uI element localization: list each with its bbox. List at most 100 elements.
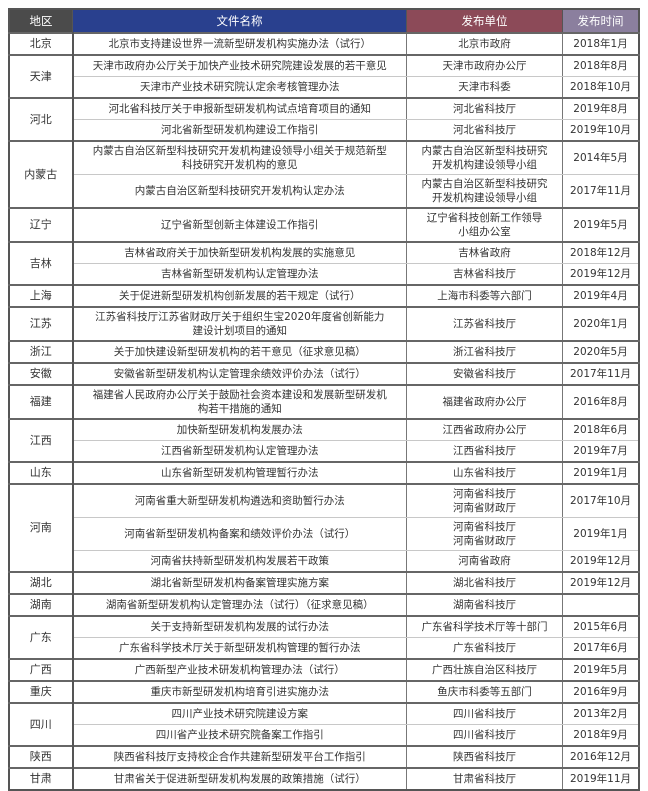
date-cell: 2019年10月	[562, 119, 640, 142]
region-cell: 湖南	[8, 593, 74, 617]
table-row: 湖南 湖南省新型研发机构认定管理办法（试行）（征求意见稿） 湖南省科技厅	[8, 593, 640, 617]
table-row: 天津市产业技术研究院认定余考核管理办法 天津市科委 2018年10月	[9, 76, 640, 99]
date-cell: 2019年1月	[562, 461, 640, 485]
table-header-row: 地区 文件名称 发布单位 发布时间	[8, 8, 640, 34]
header-issuer: 发布单位	[406, 8, 563, 34]
document-title-cell: 加快新型研发机构发展办法	[72, 418, 407, 441]
region-cell: 山东	[8, 461, 74, 485]
region-cell: 河南	[8, 483, 74, 573]
region-cell: 广西	[8, 658, 74, 682]
issuer-cell: 江西省政府办公厅	[406, 418, 563, 441]
document-title-cell: 天津市产业技术研究院认定余考核管理办法	[72, 76, 407, 99]
document-title-cell: 天津市政府办公厅关于加快产业技术研究院建设发展的若干意见	[72, 54, 407, 77]
document-title-cell: 湖北省新型研发机构备案管理实施方案	[72, 571, 407, 595]
document-title-cell: 江西省新型研发机构认定管理办法	[72, 440, 407, 463]
region-cell: 北京	[8, 32, 74, 56]
date-cell	[562, 593, 640, 617]
table-row: 浙江 关于加快建设新型研发机构的若干意见（征求意见稿） 浙江省科技厅 2020年5月	[8, 340, 640, 364]
table-row: 陕西 陕西省科技厅支持校企合作共建新型研发平台工作指引 陕西省科技厅 2016年12月	[8, 745, 640, 769]
date-cell: 2019年5月	[562, 207, 640, 243]
issuer-cell: 吉林省科技厅	[406, 263, 563, 286]
document-title-cell: 河南省新型研发机构备案和绩效评价办法（试行）	[72, 517, 407, 551]
table-row: 天津 天津市政府办公厅关于加快产业技术研究院建设发展的若干意见 天津市政府办公厅 20…	[8, 54, 640, 99]
date-cell: 2020年1月	[562, 306, 640, 342]
document-title-cell: 河北省科技厅关于申报新型研发机构试点培育项目的通知	[72, 97, 407, 120]
table-row: 上海 关于促进新型研发机构创新发展的若干规定（试行） 上海市科委等六部门 2019年4…	[8, 284, 640, 308]
table-row: 广东省科学技术厅关于新型研发机构管理的暂行办法 广东省科技厅 2017年6月	[9, 637, 640, 660]
region-cell: 重庆	[8, 680, 74, 704]
table-row: 内蒙古 内蒙古自治区新型科技研究开发机构建设领导小组关于规范新型 科技研究开发机构…	[8, 140, 640, 209]
date-cell: 2018年12月	[562, 241, 640, 264]
table-row: 江西省新型研发机构认定管理办法 江西省科技厅 2019年7月	[9, 440, 640, 463]
table-row: 广东 关于支持新型研发机构发展的试行办法 广东省科学技术厅等十部门 2015年6月	[8, 615, 640, 660]
date-cell: 2018年6月	[562, 418, 640, 441]
date-cell: 2019年12月	[562, 263, 640, 286]
table-row: 江西 加快新型研发机构发展办法 江西省政府办公厅 2018年6月	[8, 418, 640, 463]
issuer-cell: 甘肃省科技厅	[406, 767, 563, 791]
issuer-cell: 四川省科技厅	[406, 724, 563, 747]
date-cell: 2019年12月	[562, 550, 640, 573]
table-row: 河南 河南省重大新型研发机构遴选和资助暂行办法 河南省科技厅 河南省财政厅 2017年…	[8, 483, 640, 573]
region-cell: 江苏	[8, 306, 74, 342]
table-row: 河北省新型研发机构建设工作指引 河北省科技厅 2019年10月	[9, 119, 640, 142]
document-title-cell: 内蒙古自治区新型科技研究开发机构认定办法	[72, 174, 407, 209]
document-title-cell: 吉林省政府关于加快新型研发机构发展的实施意见	[72, 241, 407, 264]
region-cell: 广东	[8, 615, 74, 660]
date-cell: 2019年12月	[562, 571, 640, 595]
date-cell: 2017年10月	[562, 483, 640, 518]
region-cell: 陕西	[8, 745, 74, 769]
table-row: 山东 山东省新型研发机构管理暂行办法 山东省科技厅 2019年1月	[8, 461, 640, 485]
date-cell: 2017年11月	[562, 362, 640, 386]
document-title-cell: 四川省产业技术研究院备案工作指引	[72, 724, 407, 747]
document-title-cell: 江苏省科技厅江苏省财政厅关于组织生宝2020年度省创新能力 建设计划项目的通知	[72, 306, 407, 342]
region-cell: 四川	[8, 702, 74, 747]
date-cell: 2018年1月	[562, 32, 640, 56]
issuer-cell: 福建省政府办公厅	[406, 384, 563, 420]
table-body: 北京 北京市支持建设世界一流新型研发机构实施办法（试行） 北京市政府 2018年1月天…	[8, 32, 640, 791]
document-title-cell: 关于加快建设新型研发机构的若干意见（征求意见稿）	[72, 340, 407, 364]
date-cell: 2017年6月	[562, 637, 640, 660]
issuer-cell: 鱼庆市科委等五部门	[406, 680, 563, 704]
document-title-cell: 福建省人民政府办公厅关于鼓励社会资本建设和发展新型研发机 构若干措施的通知	[72, 384, 407, 420]
issuer-cell: 辽宁省科技创新工作领导 小组办公室	[406, 207, 563, 243]
table-row: 安徽 安徽省新型研发机构认定管理余绩效评价办法（试行） 安徽省科技厅 2017年11月	[8, 362, 640, 386]
table-row: 江苏 江苏省科技厅江苏省财政厅关于组织生宝2020年度省创新能力 建设计划项目的通…	[8, 306, 640, 342]
policy-table-container: 地区 文件名称 发布单位 发布时间 北京 北京市支持建设世界一流新型研发机构实施办…	[8, 8, 640, 791]
table-row: 辽宁 辽宁省新型创新主体建设工作指引 辽宁省科技创新工作领导 小组办公室 2019年5…	[8, 207, 640, 243]
document-title-cell: 广西新型产业技术研发机构管理办法（试行）	[72, 658, 407, 682]
date-cell: 2019年7月	[562, 440, 640, 463]
region-cell: 天津	[8, 54, 74, 99]
issuer-cell: 湖北省科技厅	[406, 571, 563, 595]
region-cell: 内蒙古	[8, 140, 74, 209]
issuer-cell: 浙江省科技厅	[406, 340, 563, 364]
region-cell: 安徽	[8, 362, 74, 386]
document-title-cell: 四川产业技术研究院建设方案	[72, 702, 407, 725]
region-cell: 河北	[8, 97, 74, 142]
header-document-title: 文件名称	[72, 8, 407, 34]
date-cell: 2019年8月	[562, 97, 640, 120]
date-cell: 2019年1月	[562, 517, 640, 551]
region-cell: 湖北	[8, 571, 74, 595]
document-title-cell: 北京市支持建设世界一流新型研发机构实施办法（试行）	[72, 32, 407, 56]
issuer-cell: 湖南省科技厅	[406, 593, 563, 617]
region-cell: 浙江	[8, 340, 74, 364]
table-row: 广西 广西新型产业技术研发机构管理办法（试行） 广西壮族自治区科技厅 2019年5月	[8, 658, 640, 682]
table-row: 四川 四川产业技术研究院建设方案 四川省科技厅 2013年2月	[8, 702, 640, 747]
document-title-cell: 关于促进新型研发机构创新发展的若干规定（试行）	[72, 284, 407, 308]
table-row: 重庆 重庆市新型研发机构培育引进实施办法 鱼庆市科委等五部门 2016年9月	[8, 680, 640, 704]
table-row: 福建 福建省人民政府办公厅关于鼓励社会资本建设和发展新型研发机 构若干措施的通知福…	[8, 384, 640, 420]
document-title-cell: 山东省新型研发机构管理暂行办法	[72, 461, 407, 485]
date-cell: 2013年2月	[562, 702, 640, 725]
policy-table: 地区 文件名称 发布单位 发布时间 北京 北京市支持建设世界一流新型研发机构实施办…	[8, 8, 640, 791]
table-row: 河南省扶持新型研发机构发展若干政策 河南省政府 2019年12月	[9, 550, 640, 573]
table-row: 湖北 湖北省新型研发机构备案管理实施方案 湖北省科技厅 2019年12月	[8, 571, 640, 595]
region-cell: 福建	[8, 384, 74, 420]
issuer-cell: 河南省科技厅 河南省财政厅	[406, 483, 563, 518]
header-date: 发布时间	[562, 8, 640, 34]
table-row: 北京 北京市支持建设世界一流新型研发机构实施办法（试行） 北京市政府 2018年1月	[8, 32, 640, 56]
issuer-cell: 江西省科技厅	[406, 440, 563, 463]
date-cell: 2019年5月	[562, 658, 640, 682]
table-row: 内蒙古自治区新型科技研究开发机构认定办法 内蒙古自治区新型科技研究 开发机构建设领…	[9, 174, 640, 209]
issuer-cell: 广东省科学技术厅等十部门	[406, 615, 563, 638]
table-row: 四川省产业技术研究院备案工作指引 四川省科技厅 2018年9月	[9, 724, 640, 747]
